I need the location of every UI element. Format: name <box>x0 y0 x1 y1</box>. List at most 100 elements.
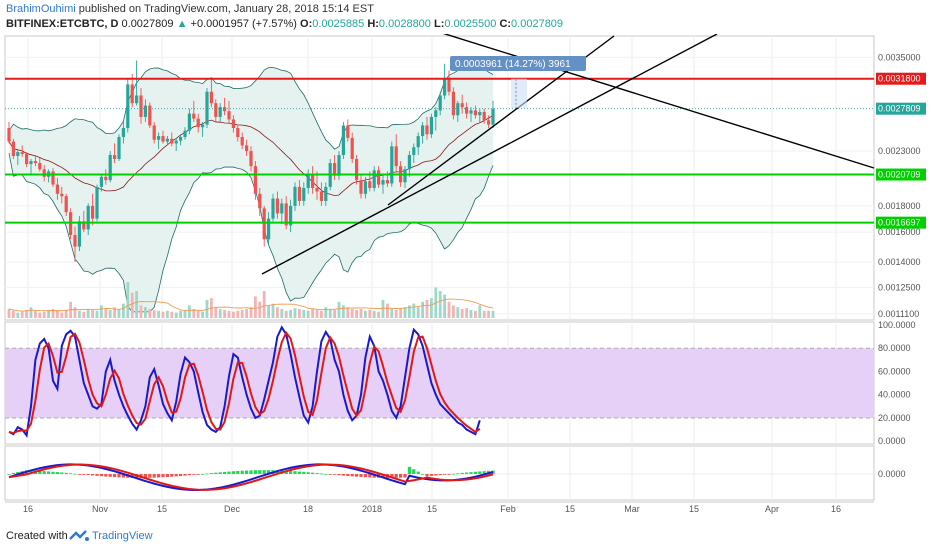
stochastic-axis-label: 60.0000 <box>878 366 911 376</box>
macd-histogram-bar <box>456 473 460 475</box>
candle-body <box>11 141 15 157</box>
macd-histogram-bar <box>289 470 293 474</box>
last-price-tag <box>876 102 926 115</box>
candle-body <box>258 193 262 209</box>
candle-body <box>341 125 345 156</box>
candle-body <box>284 203 288 226</box>
candle-body <box>7 128 11 142</box>
candle-body <box>55 184 59 194</box>
volume-bar <box>161 311 165 318</box>
volume-bar <box>91 309 94 318</box>
price-axis-label: 0.0035000 <box>878 52 921 62</box>
stochastic-axis-label: 100.0000 <box>878 320 916 330</box>
candle-body <box>121 128 125 137</box>
volume-bar <box>117 309 121 318</box>
volume-bar <box>126 282 130 318</box>
candle-body <box>130 84 134 104</box>
measure-range-box <box>511 78 527 108</box>
macd-histogram-bar <box>196 474 200 475</box>
author-name[interactable]: BrahimOuhimi <box>6 3 76 15</box>
macd-histogram-bar <box>60 472 64 474</box>
candle-body <box>91 205 95 219</box>
stochastic-k-line <box>8 325 481 438</box>
candle-body <box>315 187 319 192</box>
volume-bar <box>262 291 266 318</box>
volume-bar <box>403 307 407 318</box>
price-level-tag <box>876 216 926 229</box>
stochastic-d-line <box>8 330 481 435</box>
price-axis-label: 0.0014000 <box>878 257 921 267</box>
time-axis-label: 16 <box>831 504 841 514</box>
macd-line <box>8 463 494 491</box>
macd-histogram-bar <box>192 474 196 475</box>
volume-bar <box>183 309 187 318</box>
macd-histogram-bar <box>47 471 51 474</box>
macd-histogram-bar <box>240 470 244 474</box>
macd-histogram-bar <box>368 474 372 478</box>
volume-bar <box>482 310 486 318</box>
volume-bar <box>42 311 46 318</box>
candle-body <box>209 91 213 104</box>
tradingview-brand[interactable]: TradingView <box>92 530 153 542</box>
macd-histogram-bar <box>143 474 147 478</box>
tradingview-logo-icon <box>69 530 89 541</box>
volume-bar <box>487 310 490 318</box>
price-axis-label: 0.0016000 <box>878 227 921 237</box>
volume-bar <box>267 305 270 318</box>
volume-bar <box>170 311 174 318</box>
candle-body <box>157 136 161 140</box>
candle-body <box>196 118 200 128</box>
macd-histogram-bar <box>77 474 81 475</box>
price-chart[interactable]: 16 Nov 15 Dec 18 2018 15 Feb 15 Mar 15 Apr 16 0.00350… <box>0 34 932 522</box>
macd-histogram-bar <box>148 474 152 478</box>
publication-info: BrahimOuhimi published on TradingView.co… <box>6 3 374 15</box>
stochastic-band <box>5 348 874 418</box>
macd-histogram-bar <box>209 473 213 474</box>
price-axis-label: 0.0023000 <box>878 146 921 156</box>
volume-bar <box>236 310 240 318</box>
stochastic-axis-label: 20.0000 <box>878 413 911 423</box>
candle-body <box>64 196 68 213</box>
volume-bar <box>443 294 446 318</box>
macd-histogram-bar <box>205 473 209 475</box>
candle-body <box>143 105 147 117</box>
measure-label: 0.0003961 (14.27%) 3961 <box>455 59 571 70</box>
candle-body <box>333 163 337 176</box>
macd-histogram-bar <box>113 474 117 478</box>
candle-body <box>135 95 139 104</box>
candle-body <box>275 198 279 214</box>
candle-body <box>236 128 240 137</box>
candle-body <box>394 146 398 167</box>
volume-bar <box>227 310 231 318</box>
volume-bar <box>364 310 367 318</box>
volume-bar <box>196 310 200 318</box>
macd-histogram-bar <box>227 471 231 474</box>
volume-bar <box>280 309 284 318</box>
macd-histogram-bar <box>443 474 447 475</box>
macd-histogram-bar <box>73 473 77 475</box>
symbol-info-bar: BITFINEX:ETCBTC, D 0.0027809 ▲ +0.000195… <box>6 18 563 30</box>
candle-body <box>381 180 385 185</box>
macd-histogram-bar <box>403 474 407 478</box>
macd-histogram-bar <box>293 471 297 474</box>
macd-histogram-bar <box>267 470 271 474</box>
volume-bar <box>355 309 358 318</box>
candle-body <box>73 234 77 247</box>
candle-body <box>231 119 235 129</box>
macd-histogram-bar <box>324 473 328 475</box>
macd-histogram-bar <box>82 474 86 475</box>
macd-histogram-bar <box>95 474 99 476</box>
macd-histogram-bar <box>218 472 222 474</box>
volume-bar <box>135 291 138 318</box>
volume-bar <box>474 310 477 318</box>
macd-histogram-bar <box>38 470 42 474</box>
macd-histogram-bar <box>245 470 249 474</box>
macd-axis-label: 0.0000 <box>878 469 906 479</box>
low-label: L: <box>433 18 445 30</box>
macd-histogram-bar <box>399 474 403 478</box>
time-axis-label: Mar <box>624 504 640 514</box>
volume-bar <box>306 310 310 318</box>
macd-histogram-bar <box>183 474 187 476</box>
candle-body <box>447 78 451 92</box>
price-level-tag-label: 0.0031800 <box>878 74 921 84</box>
